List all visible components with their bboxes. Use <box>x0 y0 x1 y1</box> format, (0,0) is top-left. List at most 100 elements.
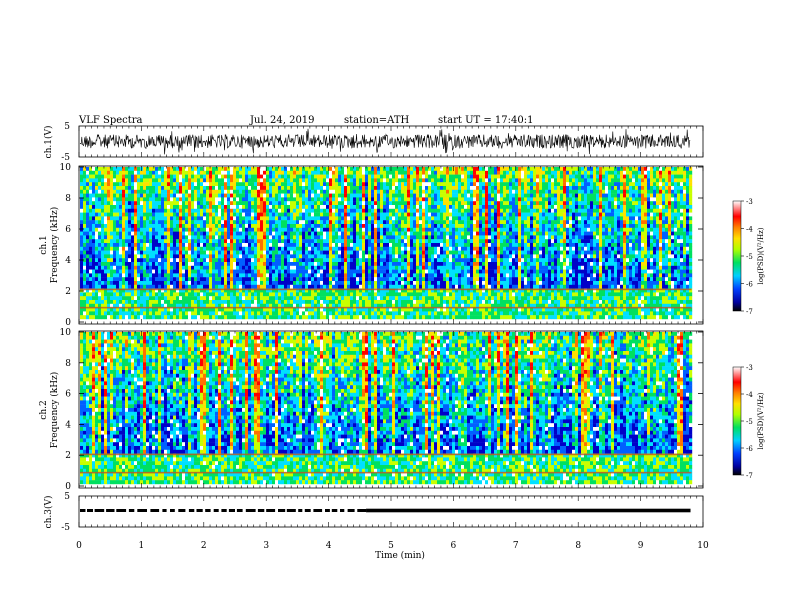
spectrogram-cell <box>410 243 414 247</box>
spectrogram-cell <box>416 296 420 301</box>
spectrogram-cell <box>362 220 366 225</box>
spectrogram-cell <box>311 292 315 297</box>
spectrogram-cell <box>326 269 330 274</box>
spectrogram-cell <box>137 193 141 198</box>
spectrogram-cell <box>371 303 375 308</box>
spectrogram-cell <box>377 197 381 202</box>
spectrogram-cell <box>233 174 237 179</box>
spectrogram-cell <box>101 178 105 183</box>
spectrogram-cell <box>377 292 381 297</box>
spectrogram-cell <box>170 174 174 179</box>
spectrogram-cell <box>281 250 285 255</box>
spectrogram-cell <box>437 262 441 266</box>
spectrogram-cell <box>260 212 264 217</box>
spectrogram-cell <box>101 212 105 217</box>
spectrogram-cell <box>98 167 102 171</box>
spectrogram-cell <box>236 178 240 183</box>
spectrogram-cell <box>182 258 186 263</box>
spectrogram-cell <box>152 205 156 209</box>
spectrogram-cell <box>377 224 381 228</box>
spectrogram-cell <box>362 296 366 301</box>
spectrogram-cell <box>404 167 408 171</box>
spectrogram-cell <box>191 292 195 297</box>
spectrogram-cell <box>290 292 294 297</box>
spectrogram-cell <box>119 212 123 217</box>
spectrogram-cell <box>185 212 189 217</box>
spectrogram-cell <box>86 281 90 285</box>
spectrogram-cell <box>389 250 393 255</box>
spectrogram-cell <box>407 178 411 183</box>
spectrogram-cell <box>161 189 165 194</box>
spectrogram-cell <box>314 311 318 316</box>
spectrogram-cell <box>143 277 147 282</box>
spectrogram-cell <box>158 182 162 187</box>
spectrogram-cell <box>431 170 435 175</box>
spectrogram-cell <box>134 288 138 293</box>
spectrogram-cell <box>395 303 399 308</box>
spectrogram-cell <box>356 288 360 293</box>
spectrogram-cell <box>239 189 243 194</box>
spectrogram-cell <box>266 208 270 213</box>
spectrogram-cell <box>125 212 129 217</box>
spectrogram-cell <box>221 311 225 316</box>
spectrogram-cell <box>356 189 360 194</box>
spectrogram-cell <box>392 167 396 171</box>
spectrogram-cell <box>425 205 429 209</box>
spectrogram-cell <box>344 265 348 270</box>
spectrogram-cell <box>347 292 351 297</box>
spectrogram-cell <box>134 292 138 297</box>
spectrogram-cell <box>320 246 324 251</box>
spectrogram-cell <box>164 300 168 304</box>
spectrogram-cell <box>362 254 366 259</box>
spectrogram-cell <box>326 281 330 285</box>
spectrogram-cell <box>101 220 105 225</box>
spectrogram-cell <box>128 216 132 221</box>
spectrogram-cell <box>149 224 153 228</box>
spectrogram-cell <box>92 167 96 171</box>
spectrogram-cell <box>320 224 324 228</box>
spectrogram-cell <box>155 269 159 274</box>
spectrogram-cell <box>437 243 441 247</box>
spectrogram-cell <box>389 284 393 289</box>
spectrogram-cell <box>347 193 351 198</box>
spectrogram-cell <box>131 224 135 228</box>
spectrogram-cell <box>125 284 129 289</box>
spectrogram-cell <box>155 243 159 247</box>
spectrogram-cell <box>206 311 210 316</box>
spectrogram-cell <box>143 254 147 259</box>
spectrogram-cell <box>377 307 381 312</box>
spectrogram-cell <box>101 300 105 304</box>
spectrogram-cell <box>134 311 138 316</box>
spectrogram-cell <box>398 201 402 206</box>
spectrogram-cell <box>134 174 138 179</box>
spectrogram-cell <box>365 246 369 251</box>
spectrogram-cell <box>191 288 195 293</box>
spectrogram-cell <box>101 254 105 259</box>
spectrogram-cell <box>263 239 267 244</box>
spectrogram-cell <box>302 288 306 293</box>
spectrogram-cell <box>446 197 450 202</box>
spectrogram-cell <box>395 186 399 190</box>
spectrogram-cell <box>242 258 246 263</box>
spectrogram-cell <box>263 182 267 187</box>
spectrogram-cell <box>245 269 249 274</box>
spectrogram-cell <box>302 254 306 259</box>
spectrogram-cell <box>80 281 84 285</box>
spectrogram-cell <box>167 189 171 194</box>
spectrogram-cell <box>146 281 150 285</box>
spectrogram-cell <box>434 231 438 236</box>
spectrogram-cell <box>344 292 348 297</box>
spectrogram-cell <box>137 231 141 236</box>
spectrogram-cell <box>374 197 378 202</box>
spectrogram-cell <box>131 197 135 202</box>
spectrogram-cell <box>413 311 417 316</box>
spectrogram-cell <box>131 284 135 289</box>
spectrogram-cell <box>98 246 102 251</box>
spectrogram-cell <box>125 292 129 297</box>
spectrogram-cell <box>350 277 354 282</box>
spectrogram-cell <box>173 167 177 171</box>
spectrogram-cell <box>134 167 138 171</box>
spectrogram-cell <box>149 189 153 194</box>
spectrogram-cell <box>287 307 291 312</box>
spectrogram-cell <box>401 246 405 251</box>
